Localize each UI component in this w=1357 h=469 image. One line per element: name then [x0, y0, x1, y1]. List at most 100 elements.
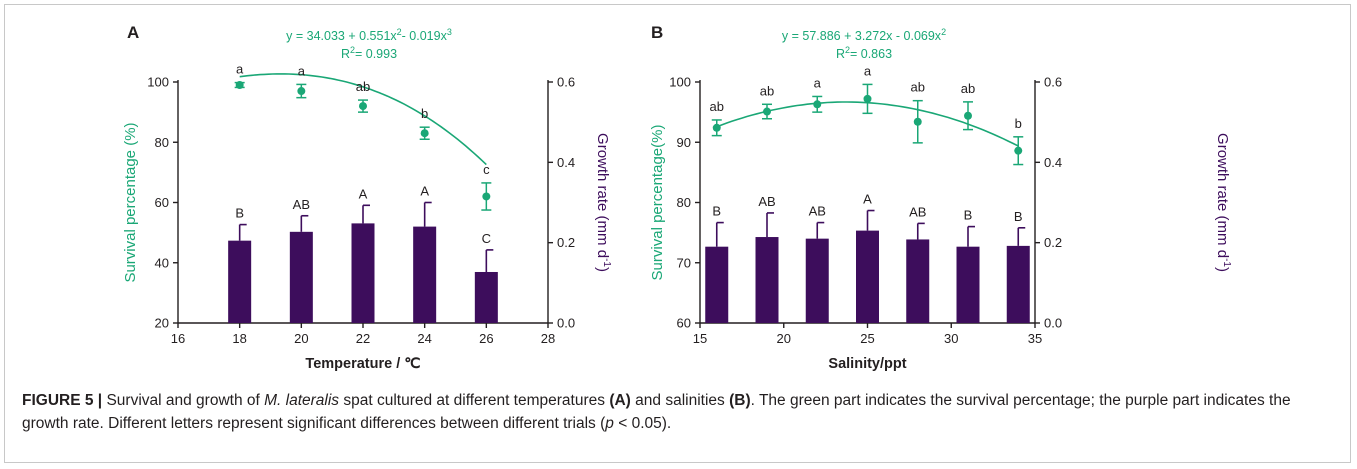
- x-tick-label: 24: [417, 331, 431, 346]
- y-right-label-text: Growth rate (mm d: [594, 133, 611, 258]
- y-right-label-exponent: -1: [601, 258, 612, 267]
- growth-bar: [705, 246, 729, 323]
- survival-letter: a: [236, 62, 244, 77]
- growth-letter: AB: [758, 194, 775, 209]
- figure-frame: [4, 4, 1351, 463]
- x-tick-label: 26: [479, 331, 493, 346]
- y-right-tick-label: 0.2: [1044, 235, 1062, 250]
- survival-letter: b: [1015, 116, 1022, 131]
- survival-letter: b: [421, 106, 428, 121]
- survival-point: [964, 111, 972, 120]
- y-axis-left-label: Survival percentage (%): [122, 122, 139, 282]
- equation-text: - 0.019x: [402, 29, 448, 43]
- panel-label: B: [651, 23, 663, 42]
- r-squared: R2= 0.863: [836, 45, 892, 61]
- survival-letter: a: [298, 63, 306, 78]
- survival-letter: ab: [760, 83, 774, 98]
- growth-letter: B: [1014, 209, 1023, 224]
- growth-bar: [956, 246, 980, 323]
- r2-value: = 0.993: [355, 47, 397, 61]
- r2-exponent: 2: [845, 45, 850, 55]
- y-left-tick-label: 100: [147, 75, 169, 90]
- x-tick-label: 30: [944, 331, 958, 346]
- survival-letter: ab: [710, 99, 724, 114]
- y-left-tick-label: 100: [669, 75, 691, 90]
- growth-bar: [351, 223, 375, 323]
- y-right-tick-label: 0.0: [1044, 316, 1062, 331]
- y-right-label-text: Growth rate (mm d: [1214, 133, 1231, 258]
- x-tick-label: 18: [232, 331, 246, 346]
- r2-exponent: 2: [350, 45, 355, 55]
- y-right-tick-label: 0.6: [1044, 75, 1062, 90]
- caption-text-2: spat cultured at different temperatures: [339, 392, 610, 409]
- survival-point: [763, 107, 771, 116]
- y-left-tick-label: 80: [677, 195, 691, 210]
- r2-prefix: R: [836, 47, 845, 61]
- growth-letter: A: [420, 184, 429, 199]
- growth-letter: B: [964, 208, 973, 223]
- x-tick-label: 16: [171, 331, 185, 346]
- growth-bar: [413, 226, 437, 323]
- x-tick-label: 25: [860, 331, 874, 346]
- survival-point: [1014, 146, 1023, 155]
- survival-point: [482, 192, 491, 201]
- equation-text: y = 57.886 + 3.272x - 0.069x: [782, 29, 942, 43]
- x-tick-label: 22: [356, 331, 370, 346]
- caption-ref-b: (B): [729, 392, 751, 409]
- r2-value: = 0.863: [850, 47, 892, 61]
- growth-letter: B: [712, 204, 721, 219]
- growth-bar: [228, 240, 252, 323]
- y-left-tick-label: 20: [155, 316, 169, 331]
- caption-text-5: < 0.05).: [613, 415, 672, 432]
- caption-text-1: Survival and growth of: [102, 392, 265, 409]
- y-axis-left-label: Survival percentage(%): [649, 125, 666, 281]
- survival-point: [420, 129, 429, 138]
- growth-letter: C: [482, 231, 491, 246]
- survival-point: [297, 87, 306, 96]
- figure-caption: FIGURE 5 | Survival and growth of M. lat…: [22, 389, 1340, 435]
- y-axis-right-label: Growth rate (mm d-1): [1214, 133, 1232, 272]
- y-left-tick-label: 60: [155, 195, 169, 210]
- caption-label: FIGURE 5 |: [22, 392, 103, 409]
- growth-letter: AB: [809, 204, 826, 219]
- y-left-tick-label: 60: [677, 316, 691, 331]
- y-right-label-text: ): [594, 267, 611, 272]
- survival-letter: a: [814, 75, 822, 90]
- growth-bar: [755, 237, 779, 323]
- survival-letter: a: [864, 63, 872, 78]
- survival-point: [359, 102, 367, 111]
- equation-text: y = 34.033 + 0.551x: [286, 29, 397, 43]
- equation-exponent: 2: [397, 27, 402, 37]
- fit-equation: y = 57.886 + 3.272x - 0.069x2: [782, 27, 946, 43]
- survival-letter: ab: [961, 81, 975, 96]
- equation-exponent: 2: [941, 27, 946, 37]
- y-left-tick-label: 90: [677, 135, 691, 150]
- growth-letter: AB: [293, 197, 310, 212]
- fit-equation: y = 34.033 + 0.551x2- 0.019x3: [286, 27, 452, 43]
- survival-point: [712, 123, 721, 132]
- x-axis-label: Salinity/ppt: [828, 356, 906, 372]
- growth-letter: A: [863, 192, 872, 207]
- caption-species: M. lateralis: [264, 392, 340, 409]
- y-right-tick-label: 0.4: [1044, 155, 1062, 170]
- survival-point: [863, 94, 872, 103]
- r-squared: R2= 0.993: [341, 45, 397, 61]
- y-right-tick-label: 0.2: [557, 235, 575, 250]
- growth-letter: A: [359, 186, 368, 201]
- caption-text-4: . The green part indicates the survival …: [22, 392, 1291, 432]
- y-left-tick-label: 70: [677, 255, 691, 270]
- y-right-label-text: ): [1214, 267, 1231, 272]
- growth-bar: [856, 230, 879, 323]
- growth-letter: AB: [909, 204, 926, 219]
- panel-label: A: [127, 23, 139, 42]
- caption-text-3: and salinities: [630, 392, 730, 409]
- growth-bar: [1006, 245, 1030, 323]
- survival-letter: ab: [911, 80, 925, 95]
- caption-p: p: [605, 415, 614, 432]
- x-tick-label: 35: [1028, 331, 1042, 346]
- caption-ref-a: (A): [609, 392, 631, 409]
- growth-bar: [805, 238, 829, 323]
- growth-bar: [906, 239, 930, 323]
